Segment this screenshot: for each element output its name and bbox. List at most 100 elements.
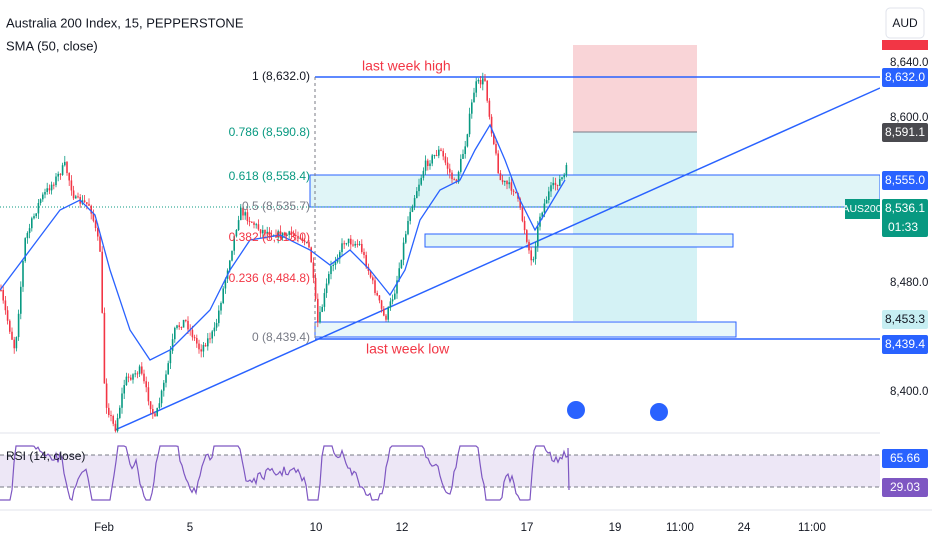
candle-body [248,221,251,223]
candle-body [475,81,477,93]
candle-body [138,366,141,374]
candle-body [284,232,286,236]
time-label: 5 [187,522,193,534]
candle-body [88,203,90,206]
candle-body [83,200,86,203]
currency-button[interactable] [885,7,925,39]
candle-body [512,190,515,192]
candle-body [2,290,4,301]
candle-body [130,377,132,380]
candle-body [398,268,400,281]
candle-body [286,234,288,236]
candle-body [534,246,537,260]
candle-body [541,212,543,217]
candle-body [200,349,202,352]
candle-body [521,207,524,221]
candle-body [361,243,363,253]
candle-body [306,242,308,244]
candle-body [191,329,194,338]
candle-body [66,161,68,174]
candle-body [290,231,293,235]
candle-body [526,230,528,242]
candle-body [253,222,255,225]
time-label: 19 [609,522,622,534]
candle-body [262,229,264,234]
symbol-tag [845,199,880,219]
candle-body [116,417,119,432]
candle-body [378,295,381,301]
candle-body [400,259,403,269]
rsi-tag [882,478,928,497]
rsi-tag [882,449,928,468]
candle-body [365,255,367,268]
candle-body [347,238,350,244]
candle-body [391,299,394,302]
candle-body [35,213,37,217]
candle-body [15,337,18,349]
fib-label: 0 (8,439.4) [252,330,310,344]
candle-body [303,240,306,243]
candle-body [455,179,458,183]
candle-body [196,337,198,344]
candle-body [482,78,484,85]
candle-body [301,237,304,241]
candle-body [488,100,491,117]
candle-body [176,325,178,328]
candle-body [330,266,332,275]
candle-body [178,325,180,327]
candle-body [37,203,40,214]
candle-body [187,320,189,330]
candle-body [495,144,497,154]
candle-body [363,252,365,256]
candle-body [332,265,334,267]
candle-body [345,243,348,245]
rsi-band [0,455,880,487]
candle-body [427,160,429,167]
candle-body [224,278,227,289]
event-icon[interactable] [567,401,585,419]
candle-body [198,343,200,350]
candle-body [418,184,420,192]
candle-body [460,158,462,172]
candle-body [354,243,356,246]
event-icon[interactable] [650,403,668,421]
candle-body [114,423,117,432]
candle-body [442,150,444,157]
candle-body [4,300,7,311]
candle-body [242,207,244,216]
candle-body [266,231,268,234]
target-zone [573,132,697,321]
candle-body [257,224,260,230]
candle-body [127,376,130,378]
symbol-title: Australia 200 Index, 15, PEPPERSTONE [6,15,244,30]
candle-body [64,161,66,166]
candle-body [372,277,374,281]
candle-body [519,198,521,208]
price-tag-text: 8,591.1 [885,125,925,139]
candle-body [185,319,187,321]
rsi-title: RSI (14, close) [6,449,85,463]
candle-body [317,298,319,323]
candle-body [13,339,15,349]
candle-body [548,191,550,201]
candle-body [86,202,88,204]
candle-body [387,307,389,320]
candle-body [39,199,42,204]
candle-body [352,244,354,246]
time-label: 17 [521,522,534,534]
candle-body [374,280,376,293]
price-tag [882,310,928,329]
time-label: 11:00 [666,522,694,534]
candle-body [220,302,222,311]
candle-body [424,160,427,171]
candle-body [477,80,480,82]
candle-body [174,327,176,340]
candle-body [407,220,409,235]
candle-body [464,146,466,154]
candle-body [42,194,44,200]
candle-body [405,234,407,243]
candle-body [435,155,438,157]
candle-body [504,180,506,183]
time-label: 24 [738,522,751,534]
candle-body [295,235,297,237]
